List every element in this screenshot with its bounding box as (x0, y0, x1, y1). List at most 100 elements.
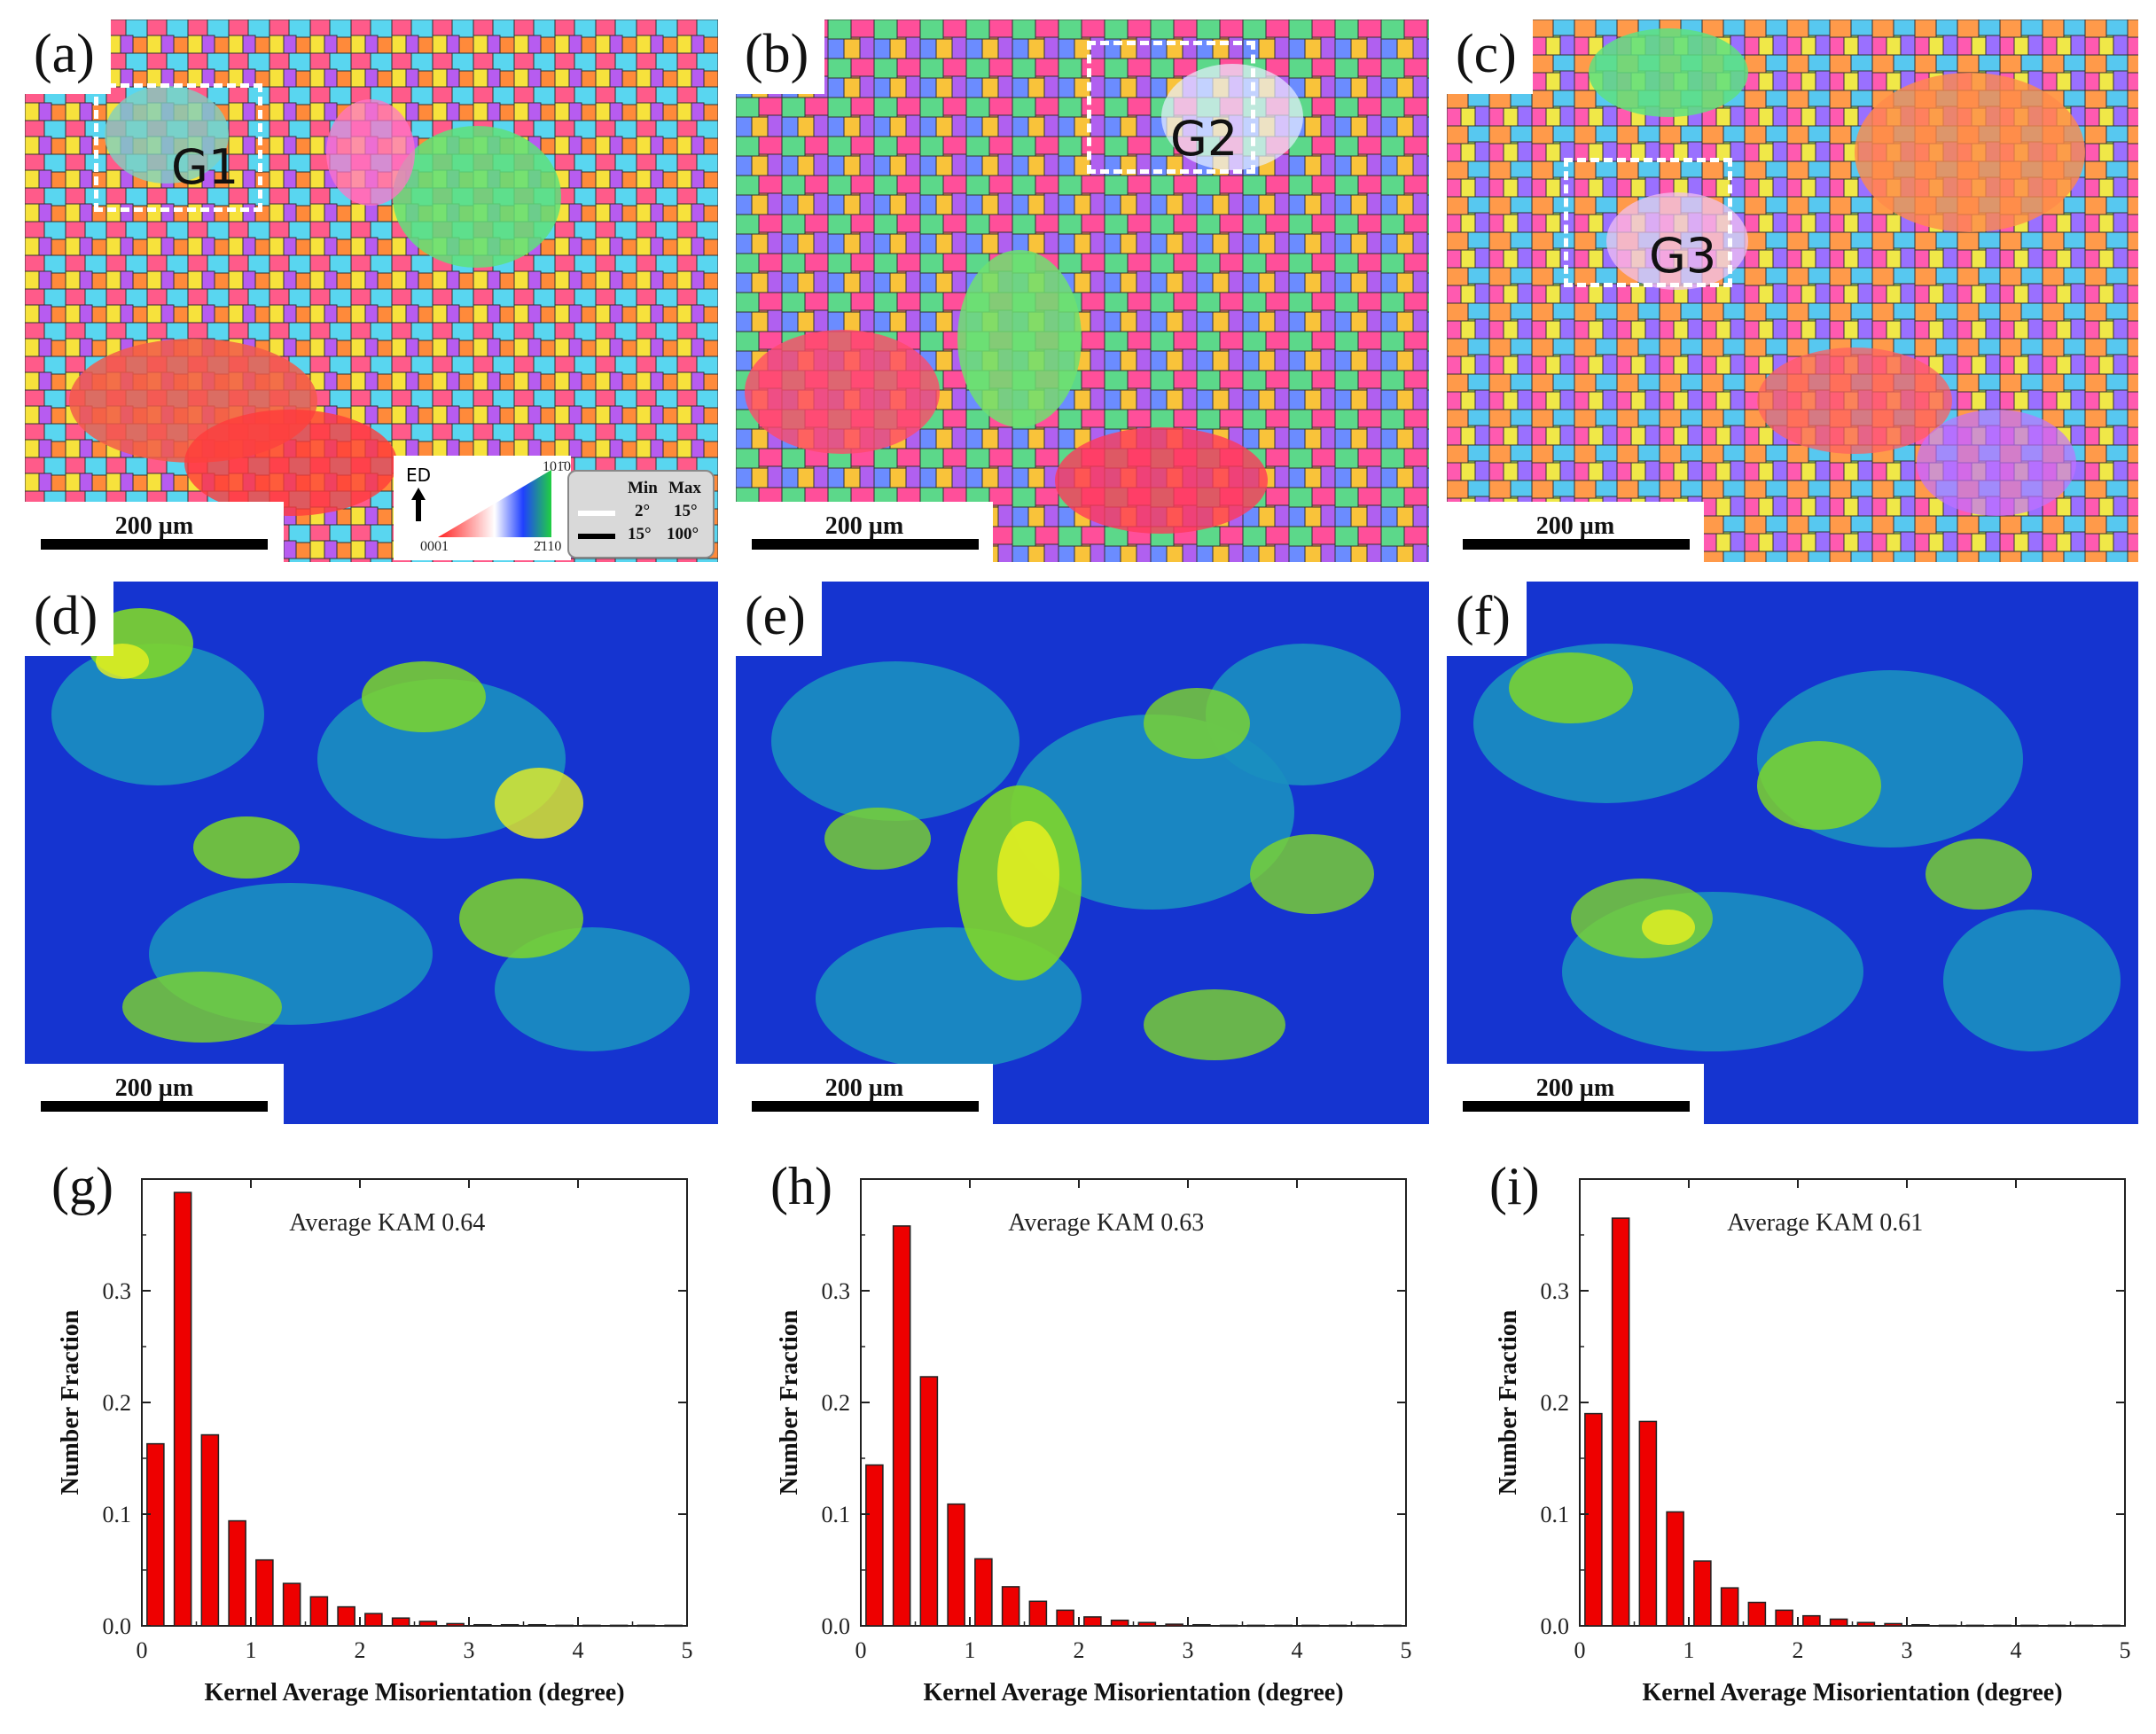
histogram-bar (1219, 1624, 1238, 1628)
legend-header-min: Min (628, 479, 658, 497)
average-kam-annotation: Average KAM 0.63 (1008, 1209, 1204, 1237)
x-tick-label: 2 (1793, 1637, 1804, 1663)
row1-max: 15° (674, 502, 698, 520)
histogram-bar (1301, 1624, 1320, 1628)
x-axis-label: Kernel Average Misorientation (degree) (1642, 1679, 2062, 1707)
ipf-color-key: ED 101̄0 0001 2̄110 (394, 456, 571, 560)
scale-bar-line (752, 539, 979, 550)
x-tick-label: 0 (137, 1637, 148, 1663)
x-tick-label: 4 (1292, 1637, 1303, 1663)
histogram-bar (1192, 1623, 1211, 1627)
y-axis-label: Number Fraction (776, 1309, 803, 1495)
histogram-svg: (h) 0 1 2 3 4 5 0.0 0.1 0.2 0.3 Average KAM 0.63 Ker… (770, 1157, 1412, 1707)
y-tick-label: 0.3 (822, 1278, 851, 1304)
histogram-bar (1775, 1609, 1793, 1627)
scale-bar-line (41, 1101, 268, 1112)
kam-map-image (736, 582, 1429, 1124)
region-box-g2 (1087, 41, 1255, 174)
legend-header-max: Max (668, 479, 701, 497)
scale-bar-label: 200 µm (1535, 512, 1615, 540)
histogram-bar (1001, 1586, 1020, 1627)
histogram-bar (1829, 1618, 1848, 1627)
histogram-bar (1584, 1412, 1603, 1627)
scale-bar: 200 µm (1447, 1064, 1704, 1124)
histogram-bar (2074, 1624, 2094, 1628)
histogram-bar (1720, 1587, 1739, 1627)
scale-bar: 200 µm (1447, 502, 1704, 562)
histogram-bar (1638, 1420, 1658, 1627)
ipf-corner-right: 2̄110 (534, 539, 562, 554)
histogram-bar (582, 1624, 601, 1628)
ipf-triangle-icon (438, 470, 551, 537)
histogram-bar (1965, 1624, 1985, 1628)
y-tick-label: 0.1 (1541, 1502, 1570, 1527)
boundary-legend: Min Max 2° 15° 15° 100° (567, 470, 715, 558)
x-tick-label: 5 (682, 1637, 693, 1663)
region-box-g1 (94, 83, 262, 212)
ipf-map-a: (a) G1 200 µm ED 101̄0 0001 2̄110 Min (25, 20, 718, 562)
histogram-bar (391, 1617, 410, 1627)
histogram-bar (974, 1558, 993, 1627)
histogram-bar (1165, 1623, 1183, 1627)
histogram-bar (1693, 1560, 1712, 1627)
panel-label: (d) (25, 582, 114, 656)
panel-label: (h) (770, 1157, 832, 1215)
scale-bar-line (1463, 539, 1690, 550)
panel-label: (c) (1447, 20, 1533, 94)
ipf-map-image (736, 20, 1429, 562)
histogram-bar (1274, 1624, 1293, 1628)
scale-bar-line (752, 1101, 979, 1112)
region-label-g3: G3 (1649, 228, 1717, 284)
scale-bar: 200 µm (736, 1064, 993, 1124)
histogram-bar (1246, 1624, 1266, 1628)
histogram-bar (1355, 1624, 1375, 1628)
region-label-g2: G2 (1170, 111, 1238, 167)
histogram-bar (1666, 1511, 1684, 1627)
histogram-svg: (i) 0 1 2 3 4 5 0.0 0.1 0.2 0.3 Average KAM 0.61 Ker… (1489, 1157, 2131, 1707)
panel-label: (b) (736, 20, 825, 94)
histogram-bar (500, 1623, 519, 1627)
histogram-bar (1884, 1622, 1902, 1627)
kam-histogram-h: (h) 0 1 2 3 4 5 0.0 0.1 0.2 0.3 Average KAM 0.63 Ker… (719, 1144, 1438, 1734)
low-angle-boundary-line (578, 511, 615, 516)
y-tick-label: 0.1 (822, 1502, 851, 1527)
row2-max: 100° (667, 525, 699, 543)
average-kam-annotation: Average KAM 0.61 (1727, 1209, 1923, 1237)
histogram-bar (1137, 1621, 1157, 1627)
histogram-bar (892, 1225, 911, 1627)
x-tick-label: 4 (573, 1637, 584, 1663)
x-tick-label: 0 (1574, 1637, 1586, 1663)
histogram-bar (146, 1442, 165, 1627)
kam-map-image (25, 582, 718, 1124)
histogram-bar (473, 1623, 492, 1627)
ipf-map-c: (c) G3 200 µm (1447, 20, 2138, 562)
histogram-bar (1993, 1624, 2011, 1628)
histogram-bar (1938, 1624, 1957, 1628)
y-tick-label: 0.2 (103, 1390, 132, 1416)
ed-arrow-icon (411, 488, 426, 521)
y-axis-label: Number Fraction (1495, 1309, 1522, 1495)
x-tick-label: 3 (1183, 1637, 1194, 1663)
scale-bar-line (41, 539, 268, 550)
histogram-bar (555, 1624, 574, 1628)
histogram-bar (1611, 1217, 1630, 1627)
x-tick-label: 2 (355, 1637, 366, 1663)
plot-frame (141, 1178, 688, 1627)
scale-bar-label: 200 µm (824, 1074, 904, 1102)
x-axis-label: Kernel Average Misorientation (degree) (204, 1679, 624, 1707)
y-tick-label: 0.0 (103, 1613, 132, 1639)
x-tick-label: 1 (246, 1637, 257, 1663)
ipf-map-image (25, 20, 718, 562)
high-angle-boundary-line (578, 534, 615, 539)
histogram-bar (200, 1433, 220, 1627)
x-tick-label: 2 (1074, 1637, 1085, 1663)
histogram-bar (2047, 1624, 2066, 1628)
plot-frame (860, 1178, 1407, 1627)
histogram-bar (228, 1519, 246, 1627)
panel-label: (i) (1489, 1157, 1540, 1215)
histogram-bar (1856, 1621, 1876, 1627)
histogram-bar (1056, 1609, 1074, 1627)
x-tick-label: 0 (855, 1637, 867, 1663)
scale-bar-label: 200 µm (824, 512, 904, 540)
histogram-bar (173, 1191, 192, 1627)
